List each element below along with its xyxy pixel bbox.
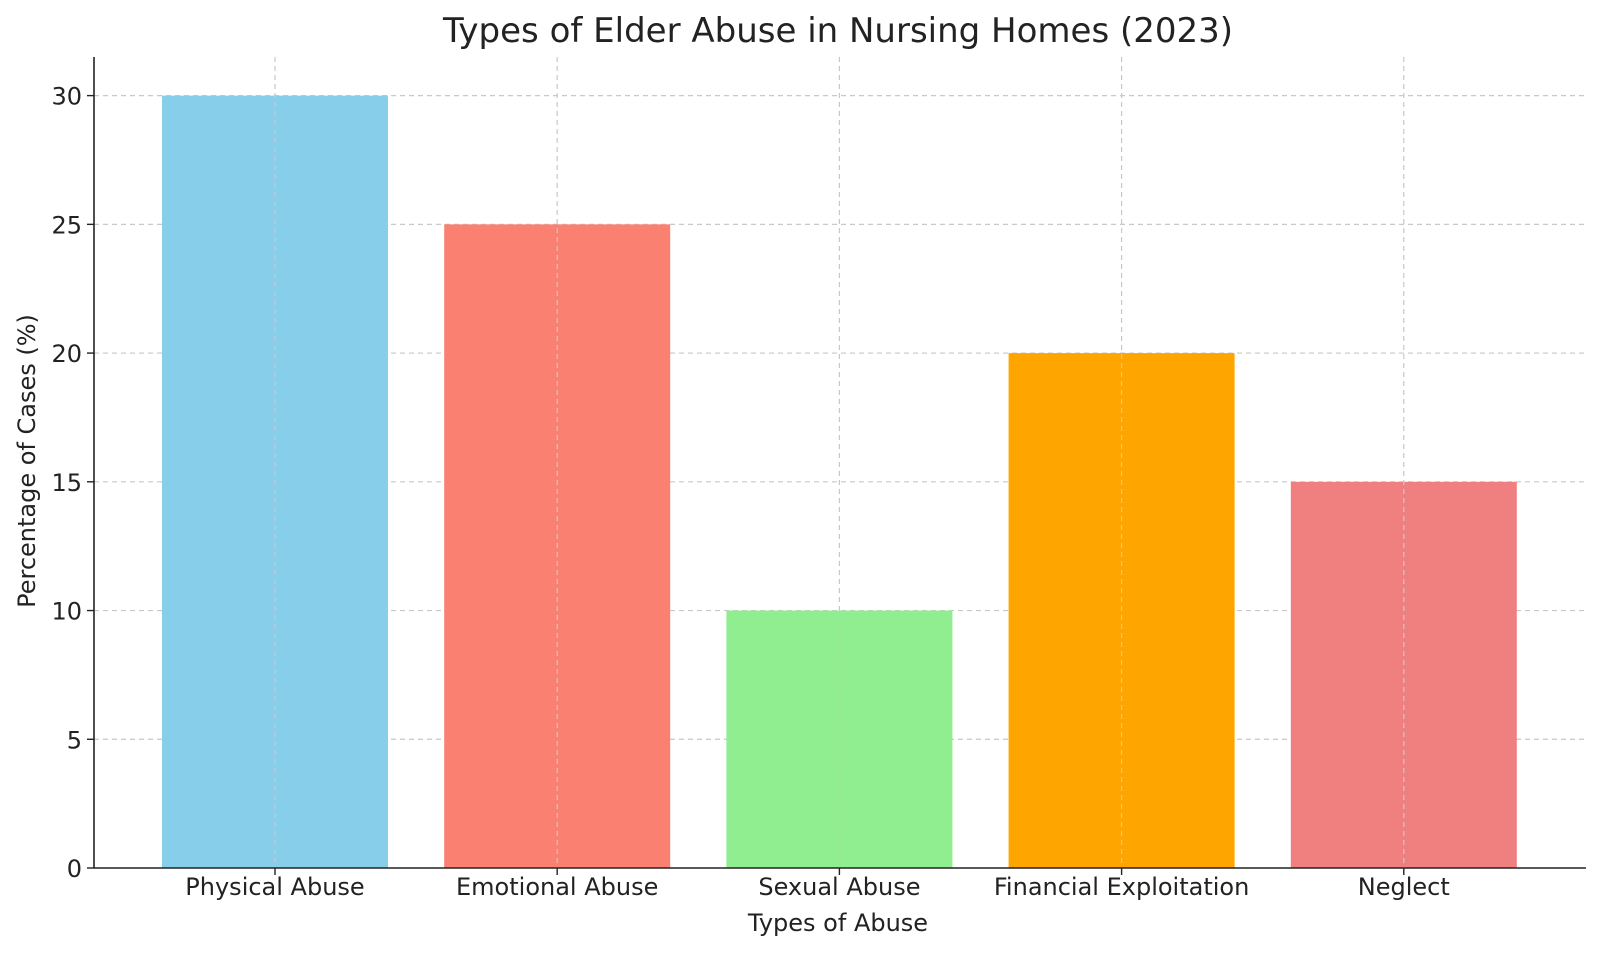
x-tick-label: Sexual Abuse [758, 873, 920, 901]
grid-overlay [274, 57, 1405, 868]
y-tick-label: 15 [51, 469, 82, 497]
x-tick-label: Emotional Abuse [456, 873, 658, 901]
y-axis-label: Percentage of Cases (%) [13, 314, 41, 608]
y-tick-label: 5 [67, 726, 82, 754]
x-tick-label: Physical Abuse [185, 873, 364, 901]
y-tick-label: 20 [51, 340, 82, 368]
ticks-layer: 0 5 10 15 20 25 30 Physical Abuse Emotional Abus… [51, 83, 1449, 901]
y-tick-label: 25 [51, 211, 82, 239]
chart-title: Types of Elder Abuse in Nursing Homes (2… [442, 11, 1233, 51]
y-tick-label: 0 [67, 855, 82, 883]
bar-sexual-abuse [726, 610, 953, 868]
x-axis-label: Types of Abuse [747, 909, 928, 937]
bar-neglect [1290, 481, 1517, 868]
x-tick-label: Neglect [1358, 873, 1450, 901]
y-tick-label: 10 [51, 598, 82, 626]
x-tick-label: Financial Exploitation [994, 873, 1249, 901]
y-tick-label: 30 [51, 83, 82, 111]
